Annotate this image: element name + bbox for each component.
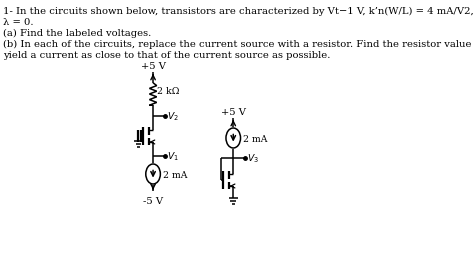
Text: 2 mA: 2 mA <box>243 134 267 143</box>
Text: $V_1$: $V_1$ <box>167 150 179 163</box>
Text: 2 mA: 2 mA <box>163 170 187 179</box>
Text: -5 V: -5 V <box>143 197 163 206</box>
Text: +5 V: +5 V <box>141 62 165 71</box>
Text: (a) Find the labeled voltages.: (a) Find the labeled voltages. <box>3 29 151 38</box>
Text: 2 kΩ: 2 kΩ <box>157 87 179 96</box>
Text: $V_2$: $V_2$ <box>167 110 179 123</box>
Text: λ = 0.: λ = 0. <box>3 18 33 27</box>
Text: +5 V: +5 V <box>221 108 246 117</box>
Text: 1- In the circuits shown below, transistors are characterized by Vt−1 V, k’n(W/L: 1- In the circuits shown below, transist… <box>3 7 474 16</box>
Text: (b) In each of the circuits, replace the current source with a resistor. Find th: (b) In each of the circuits, replace the… <box>3 40 474 49</box>
Text: $V_3$: $V_3$ <box>247 152 259 165</box>
Text: yield a current as close to that of the current source as possible.: yield a current as close to that of the … <box>3 51 330 60</box>
